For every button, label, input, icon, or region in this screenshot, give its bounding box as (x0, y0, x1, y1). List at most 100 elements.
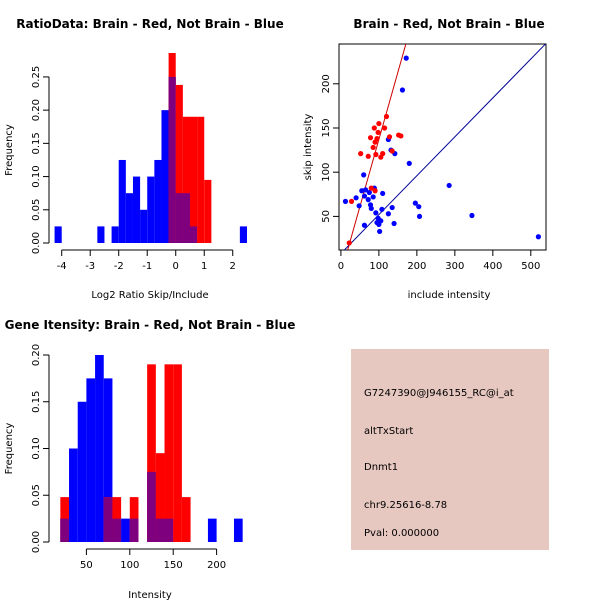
fit-line (343, 44, 546, 250)
bar-overlap (164, 518, 174, 542)
bar-not-brain (54, 226, 62, 243)
y-tick-label: 0.10 (31, 437, 42, 459)
point-not-brain (373, 210, 379, 216)
chart-title: RatioData: Brain - Red, Not Brain - Blue (16, 17, 283, 31)
x-tick-label: -3 (85, 261, 95, 272)
point-not-brain (469, 212, 475, 219)
y-tick-label: 0.15 (31, 391, 42, 413)
bar-overlap (147, 471, 156, 542)
x-axis-label: Log2 Ratio Skip/Include (91, 290, 208, 301)
x-tick-label: 200 (407, 261, 426, 272)
x-tick-label: 150 (164, 560, 183, 571)
x-tick-label: 0 (173, 261, 179, 272)
x-axis-label: Intensity (128, 590, 172, 600)
bar-not-brain (239, 226, 247, 243)
point-brain (348, 198, 355, 204)
point-brain (367, 135, 374, 141)
bar-not-brain (111, 226, 119, 243)
bar-not-brain (207, 518, 217, 542)
bar-not-brain (132, 176, 141, 243)
point-not-brain (361, 172, 367, 178)
point-not-brain (370, 194, 376, 200)
y-tick-label: 0.05 (31, 484, 42, 506)
point-brain (373, 151, 379, 158)
point-not-brain (361, 193, 368, 199)
point-brain (383, 113, 390, 120)
point-brain (368, 185, 374, 191)
point-brain (398, 133, 404, 139)
y-axis-label: Frequency (4, 124, 15, 176)
point-not-brain (416, 213, 423, 220)
bar-overlap (155, 518, 165, 542)
bar-brain (173, 364, 182, 542)
bar-not-brain (77, 401, 87, 542)
bar-overlap (189, 226, 198, 243)
x-tick-label: -1 (142, 261, 152, 272)
point-not-brain (416, 204, 422, 210)
chart-title: Gene Itensity: Brain - Red, Not Brain - … (5, 318, 296, 332)
y-axis-label: skip intensity (303, 114, 314, 181)
point-not-brain (535, 234, 542, 240)
bar-overlap (103, 497, 113, 542)
info-location: chr9.25616-8.78 (364, 500, 447, 511)
point-not-brain (342, 198, 349, 204)
x-tick-label: 1 (201, 261, 207, 272)
bar-not-brain (154, 159, 162, 243)
fit-line (347, 44, 407, 250)
point-not-brain (378, 218, 384, 224)
info-panel-background (351, 349, 549, 550)
point-brain (374, 136, 380, 142)
bar-not-brain (97, 226, 105, 243)
bar-overlap (175, 193, 183, 243)
y-tick-label: 0.05 (31, 199, 42, 221)
chart-scatter: Brain - Red, Not Brain - Blue include int… (303, 17, 547, 301)
bar-brain (147, 364, 156, 542)
x-tick-label: 200 (207, 560, 226, 571)
y-tick-label: 100 (321, 163, 332, 182)
bar-brain (155, 453, 165, 542)
bar-not-brain (118, 159, 126, 243)
point-brain (386, 134, 393, 140)
bar-not-brain (125, 193, 133, 243)
info-panel: G7247390@J946155_RC@i_at altTxStart Dnmt… (351, 349, 549, 550)
chart-gene: Gene Itensity: Brain - Red, Not Brain - … (4, 318, 296, 601)
chart-title: Brain - Red, Not Brain - Blue (353, 17, 544, 31)
y-tick-label: 0.20 (31, 344, 42, 366)
bar-brain (204, 179, 212, 243)
bar-brain (182, 116, 190, 243)
x-axis-label: include intensity (408, 290, 491, 301)
y-tick-label: 150 (321, 118, 332, 137)
point-not-brain (368, 205, 374, 212)
point-not-brain (356, 203, 362, 209)
bar-brain (197, 116, 205, 243)
info-probe-id: G7247390@J946155_RC@i_at (364, 388, 514, 399)
point-brain (389, 148, 395, 154)
bar-overlap (60, 518, 70, 542)
bar-not-brain (95, 355, 104, 542)
bar-not-brain (121, 518, 130, 542)
bar-overlap (129, 518, 139, 542)
info-pval: Pval: 0.000000 (364, 528, 439, 539)
plot-frame (338, 43, 547, 251)
bar-brain (164, 364, 174, 542)
point-brain (376, 120, 382, 127)
point-not-brain (353, 195, 359, 201)
point-brain (346, 240, 352, 246)
x-tick-label: 300 (445, 261, 464, 272)
point-brain (358, 151, 364, 157)
x-tick-label: 100 (369, 261, 388, 272)
y-tick-label: 0.15 (31, 132, 42, 154)
point-brain (380, 151, 386, 157)
y-tick-label: 0.25 (31, 66, 42, 88)
point-not-brain (446, 182, 452, 189)
bar-overlap (168, 76, 176, 243)
x-tick-label: -4 (57, 261, 67, 272)
x-tick-label: 2 (230, 261, 236, 272)
point-not-brain (403, 55, 409, 61)
bar-brain (189, 116, 198, 243)
plot-area (342, 44, 546, 250)
bar-overlap (112, 518, 122, 542)
y-tick-label: 0.00 (31, 531, 42, 553)
